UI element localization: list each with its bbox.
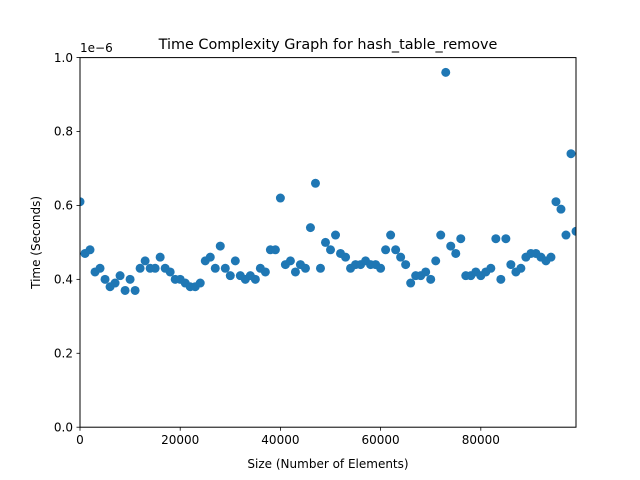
- data-point: [220, 263, 230, 273]
- x-tick-label: 20000: [161, 433, 199, 447]
- data-point: [451, 248, 461, 258]
- data-points: [80, 67, 576, 295]
- y-tick-label: 0.6: [54, 199, 73, 213]
- data-point: [315, 263, 325, 273]
- y-tick-label: 0.8: [54, 125, 73, 139]
- y-axis-ticks: 0.0 0.2 0.4 0.6 0.8 1.0: [54, 51, 80, 434]
- data-point: [396, 252, 406, 262]
- data-point: [270, 245, 280, 255]
- data-point: [260, 267, 270, 277]
- data-point: [85, 245, 95, 255]
- data-point: [320, 237, 330, 247]
- data-point: [546, 252, 556, 262]
- data-point: [401, 260, 411, 270]
- data-point: [120, 285, 130, 295]
- data-point: [210, 263, 220, 273]
- data-point: [285, 256, 295, 266]
- x-tick-label: 60000: [362, 433, 400, 447]
- data-point: [456, 234, 466, 244]
- data-point: [195, 278, 205, 288]
- x-axis-label: Size (Number of Elements): [247, 457, 408, 471]
- data-point: [426, 274, 436, 284]
- data-point: [310, 178, 320, 188]
- data-point: [556, 204, 566, 214]
- data-point: [110, 278, 120, 288]
- data-point: [326, 245, 336, 255]
- data-point: [491, 234, 501, 244]
- data-point: [516, 263, 526, 273]
- y-axis-multiplier: 1e−6: [80, 41, 113, 55]
- data-point: [115, 271, 125, 281]
- x-axis-ticks: 0 20000 40000 60000 80000: [76, 427, 500, 447]
- data-point: [496, 274, 506, 284]
- data-point: [386, 230, 396, 240]
- data-point: [406, 278, 416, 288]
- data-point: [421, 267, 431, 277]
- data-point: [130, 285, 140, 295]
- data-point: [215, 241, 225, 251]
- data-point: [561, 230, 571, 240]
- data-point: [431, 256, 441, 266]
- data-point: [95, 263, 105, 273]
- data-point: [275, 193, 285, 203]
- data-point: [80, 197, 85, 207]
- data-point: [381, 245, 391, 255]
- data-point: [376, 263, 386, 273]
- x-tick-label: 80000: [462, 433, 500, 447]
- data-point: [230, 256, 240, 266]
- data-point: [331, 230, 341, 240]
- data-point: [125, 274, 135, 284]
- y-axis-label: Time (Seconds): [29, 196, 43, 290]
- data-point: [486, 263, 496, 273]
- data-point: [290, 267, 300, 277]
- y-tick-label: 0.4: [54, 273, 73, 287]
- data-point: [566, 149, 576, 159]
- data-point: [391, 245, 401, 255]
- data-point: [250, 274, 260, 284]
- data-point: [225, 271, 235, 281]
- data-point: [436, 230, 446, 240]
- data-point: [165, 267, 175, 277]
- data-point: [501, 234, 511, 244]
- data-point: [150, 263, 160, 273]
- x-tick-label: 40000: [261, 433, 299, 447]
- data-point: [135, 263, 145, 273]
- data-point: [551, 197, 561, 207]
- plot-frame: [79, 57, 577, 428]
- chart-title: Time Complexity Graph for hash_table_rem…: [158, 37, 498, 53]
- data-point: [305, 223, 315, 233]
- data-point: [506, 260, 516, 270]
- data-point: [300, 263, 310, 273]
- data-point: [100, 274, 110, 284]
- data-point: [441, 67, 451, 77]
- y-tick-label: 0.2: [54, 346, 73, 360]
- data-point: [571, 226, 576, 236]
- data-point: [341, 252, 351, 262]
- data-point: [205, 252, 215, 262]
- data-point: [155, 252, 165, 262]
- data-point: [446, 241, 456, 251]
- y-tick-label: 0.0: [54, 420, 73, 434]
- x-tick-label: 0: [76, 433, 84, 447]
- y-tick-label: 1.0: [54, 51, 73, 65]
- data-point: [140, 256, 150, 266]
